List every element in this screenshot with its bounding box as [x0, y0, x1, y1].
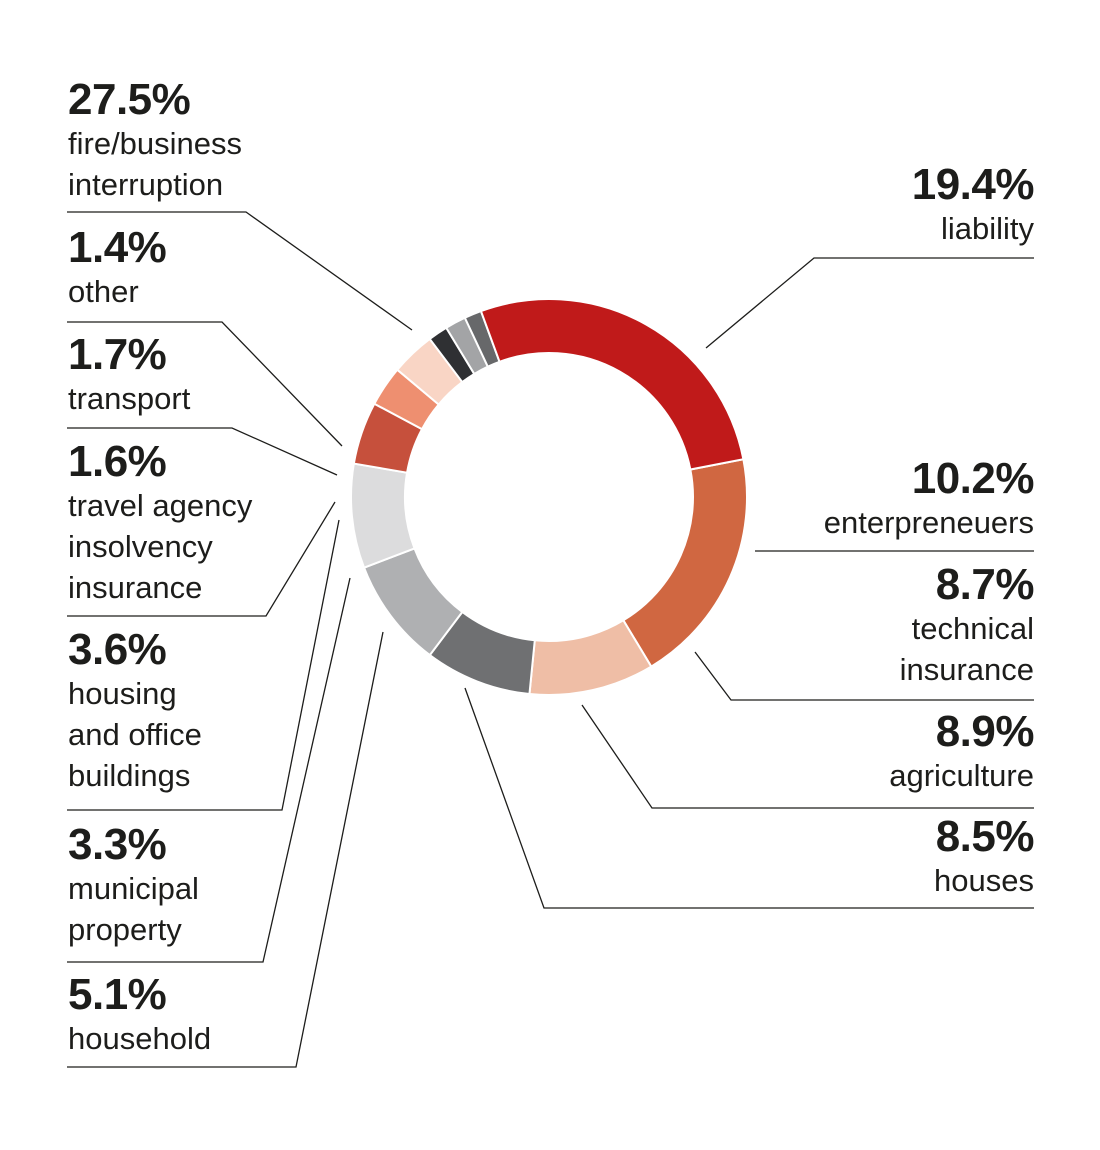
label-household: 5.1% household — [68, 972, 398, 1059]
pct-agriculture: 8.9% — [935, 707, 1035, 756]
leader-transport — [67, 427, 338, 476]
pct-technical-insurance: 8.7% — [935, 560, 1035, 609]
leader-housing-office-buildings — [67, 519, 340, 811]
label-municipal-property: 3.3% municipal property — [68, 822, 398, 950]
pct-transport: 1.7% — [68, 330, 167, 379]
label-houses: 8.5% houses — [704, 814, 1034, 901]
name-houses: houses — [934, 863, 1034, 898]
leader-liability — [705, 257, 1034, 349]
pct-travel-agency-insolvency: 1.6% — [68, 437, 167, 486]
pct-enterpreneuers: 10.2% — [911, 454, 1035, 503]
label-enterpreneuers: 10.2% enterpreneuers — [704, 454, 1035, 543]
pct-fire-business-interruption: 27.5% — [68, 75, 191, 124]
label-fire-business-interruption: 27.5% fire/business interruption — [68, 77, 398, 205]
leader-municipal-property — [67, 577, 351, 963]
label-other: 1.4% other — [68, 225, 398, 312]
label-housing-office-buildings: 3.6% housing and office buildings — [68, 627, 398, 796]
label-agriculture: 8.9% agriculture — [704, 709, 1034, 796]
leader-fire-business-interruption — [67, 211, 413, 331]
label-technical-insurance: 8.7% technical insurance — [704, 560, 1035, 690]
name-enterpreneuers: enterpreneuers — [823, 505, 1034, 540]
pct-other: 1.4% — [68, 223, 167, 272]
name-agriculture: agriculture — [889, 758, 1034, 793]
pct-housing-office-buildings: 3.6% — [68, 625, 167, 674]
name-transport: transport — [68, 381, 191, 416]
name-fire-business-interruption: fire/business interruption — [68, 126, 243, 202]
leader-other — [67, 321, 343, 447]
label-transport: 1.7% transport — [68, 332, 398, 419]
name-household: household — [68, 1021, 212, 1056]
label-travel-agency-insolvency: 1.6% travel agency insolvency insurance — [68, 439, 398, 608]
label-liability: 19.4% liability — [704, 160, 1035, 249]
leader-household — [67, 631, 384, 1068]
pct-household: 5.1% — [68, 970, 167, 1019]
pct-liability: 19.4% — [911, 160, 1035, 209]
pct-houses: 8.5% — [935, 812, 1035, 861]
pct-municipal-property: 3.3% — [68, 820, 167, 869]
name-technical-insurance: technical insurance — [899, 611, 1034, 687]
leader-houses — [464, 687, 1034, 909]
name-other: other — [68, 274, 139, 309]
name-municipal-property: municipal property — [68, 871, 199, 947]
leader-technical-insurance — [694, 651, 1034, 701]
name-housing-office-buildings: housing and office buildings — [68, 676, 202, 793]
leader-agriculture — [581, 704, 1034, 809]
leader-travel-agency-insolvency — [67, 501, 336, 617]
name-liability: liability — [940, 211, 1034, 246]
slice-fire-business-interruption — [479, 298, 745, 471]
name-travel-agency-insolvency: travel agency insolvency insurance — [68, 488, 253, 605]
